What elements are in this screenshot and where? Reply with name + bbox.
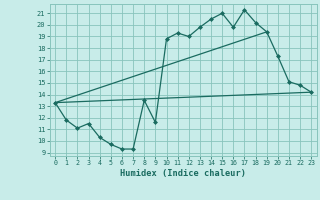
X-axis label: Humidex (Indice chaleur): Humidex (Indice chaleur) <box>120 169 246 178</box>
